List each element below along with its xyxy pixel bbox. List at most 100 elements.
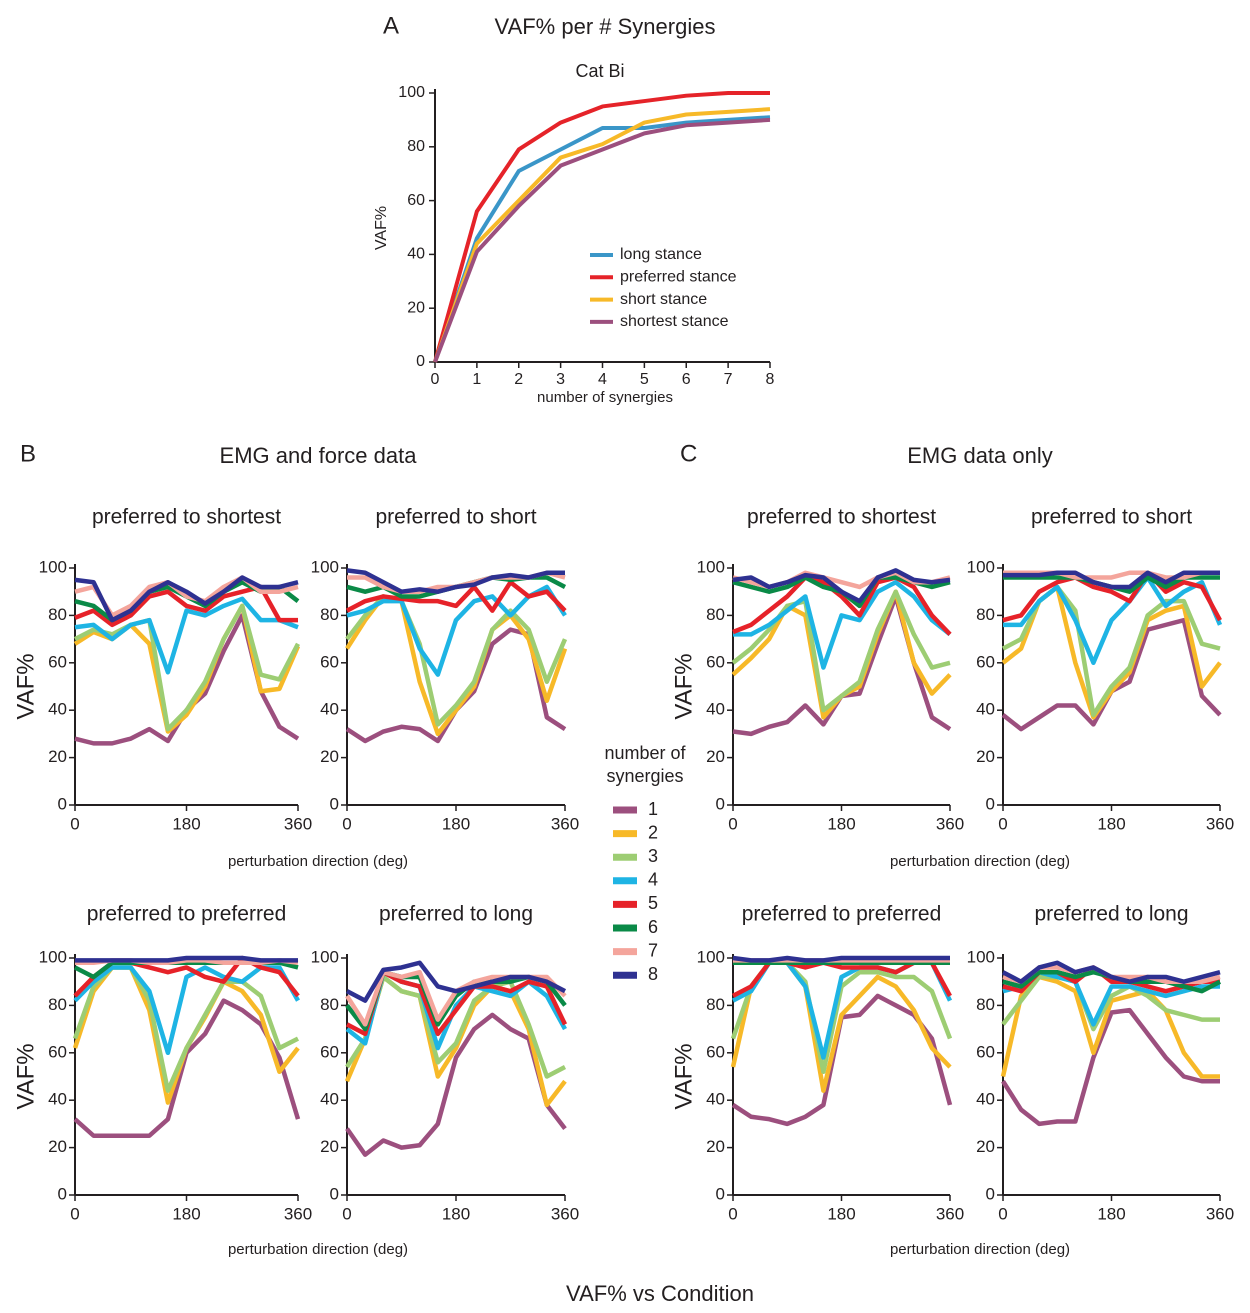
x-tick-label: 2 xyxy=(514,371,523,388)
x-tick-label: 5 xyxy=(640,371,649,388)
y-tick-label: 40 xyxy=(706,700,725,719)
legend-label: 6 xyxy=(648,917,658,937)
x-tick-label: 0 xyxy=(342,814,351,833)
series-line xyxy=(732,575,952,636)
legend-label: 7 xyxy=(648,940,658,960)
x-tick-label: 360 xyxy=(551,1204,579,1223)
y-tick-label: 60 xyxy=(976,1042,995,1061)
x-tick-label: 360 xyxy=(936,1204,964,1223)
y-tick-label: 0 xyxy=(58,794,67,813)
legend-label: short stance xyxy=(620,291,707,308)
chart-title: VAF% per # Synergies xyxy=(495,14,716,39)
series-line xyxy=(433,115,771,363)
x-tick-label: 0 xyxy=(728,1204,737,1223)
y-tick-label: 60 xyxy=(976,652,995,671)
y-tick-label: 100 xyxy=(398,84,425,101)
y-tick-label: 60 xyxy=(407,192,425,209)
series-line xyxy=(346,568,565,594)
section-title: EMG and force data xyxy=(220,443,418,468)
x-tick-label: 180 xyxy=(442,814,470,833)
y-tick-label: 0 xyxy=(58,1184,67,1203)
y-tick-label: 0 xyxy=(416,353,425,370)
panel-title: preferred to preferred xyxy=(87,903,287,926)
panel-title: preferred to shortest xyxy=(92,506,281,529)
legend-label: 3 xyxy=(648,846,658,866)
y-tick-label: 40 xyxy=(706,1090,725,1109)
y-tick-label: 80 xyxy=(407,138,425,155)
panel-title: preferred to long xyxy=(379,903,533,926)
x-axis-label: perturbation direction (deg) xyxy=(890,853,1070,870)
legend-label: 2 xyxy=(648,822,658,842)
series-line xyxy=(732,955,950,963)
series-line xyxy=(731,589,951,713)
x-tick-label: 360 xyxy=(1206,1204,1234,1223)
y-tick-label: 80 xyxy=(976,605,995,624)
y-tick-label: 80 xyxy=(48,995,67,1014)
series-line xyxy=(433,117,771,363)
legend-label: shortest stance xyxy=(620,313,729,330)
panel-title: preferred to short xyxy=(375,506,536,529)
series-line xyxy=(1001,960,1221,984)
legend-label: preferred stance xyxy=(620,269,737,286)
y-tick-label: 40 xyxy=(48,1090,67,1109)
y-tick-label: 0 xyxy=(330,1184,339,1203)
x-tick-label: 8 xyxy=(766,371,775,388)
x-tick-label: 180 xyxy=(172,1204,200,1223)
x-tick-label: 180 xyxy=(1097,814,1125,833)
y-tick-label: 60 xyxy=(706,652,725,671)
panel-title: preferred to shortest xyxy=(747,506,936,529)
y-tick-label: 20 xyxy=(48,747,67,766)
x-tick-label: 3 xyxy=(556,371,565,388)
y-tick-label: 20 xyxy=(320,1137,339,1156)
y-tick-label: 0 xyxy=(986,1184,995,1203)
y-tick-label: 20 xyxy=(320,747,339,766)
y-tick-label: 60 xyxy=(320,1042,339,1061)
x-tick-label: 0 xyxy=(728,814,737,833)
legend-label: 4 xyxy=(648,870,658,890)
series-line xyxy=(1001,1007,1220,1127)
x-axis-label: perturbation direction (deg) xyxy=(228,1241,408,1258)
y-tick-label: 80 xyxy=(706,605,725,624)
section-letter: C xyxy=(680,440,697,467)
y-tick-label: 100 xyxy=(39,557,67,576)
y-tick-label: 60 xyxy=(48,1042,67,1061)
y-tick-label: 100 xyxy=(967,557,995,576)
y-tick-label: 0 xyxy=(330,794,339,813)
series-line xyxy=(345,960,567,1003)
x-axis-label: number of synergies xyxy=(537,389,673,406)
legend-label: 1 xyxy=(648,799,658,819)
x-tick-label: 0 xyxy=(70,1204,79,1223)
y-tick-label: 60 xyxy=(320,652,339,671)
x-tick-label: 0 xyxy=(431,371,440,388)
x-tick-label: 180 xyxy=(827,1204,855,1223)
x-tick-label: 180 xyxy=(172,814,200,833)
y-tick-label: 20 xyxy=(976,747,995,766)
series-line xyxy=(1001,974,1220,1032)
y-tick-label: 60 xyxy=(706,1042,725,1061)
y-tick-label: 40 xyxy=(407,246,425,263)
series-line xyxy=(1003,570,1220,580)
y-tick-label: 20 xyxy=(976,1137,995,1156)
x-axis-label: perturbation direction (deg) xyxy=(228,853,408,870)
y-tick-label: 80 xyxy=(976,995,995,1014)
legend-label: long stance xyxy=(620,246,702,263)
y-tick-label: 80 xyxy=(320,605,339,624)
section-letter: B xyxy=(20,440,36,467)
y-tick-label: 100 xyxy=(967,947,995,966)
y-tick-label: 100 xyxy=(311,947,339,966)
series-line xyxy=(433,91,770,363)
x-tick-label: 360 xyxy=(551,814,579,833)
panel-title: preferred to short xyxy=(1031,506,1192,529)
panel-title: preferred to long xyxy=(1034,903,1188,926)
series-line xyxy=(73,603,300,732)
y-tick-label: 0 xyxy=(986,794,995,813)
series-line xyxy=(733,579,952,670)
x-tick-label: 360 xyxy=(1206,814,1234,833)
series-line xyxy=(433,107,771,363)
y-tick-label: 0 xyxy=(716,1184,725,1203)
legend-label: 5 xyxy=(648,893,658,913)
section-title: EMG data only xyxy=(907,443,1053,468)
x-tick-label: 360 xyxy=(936,814,964,833)
